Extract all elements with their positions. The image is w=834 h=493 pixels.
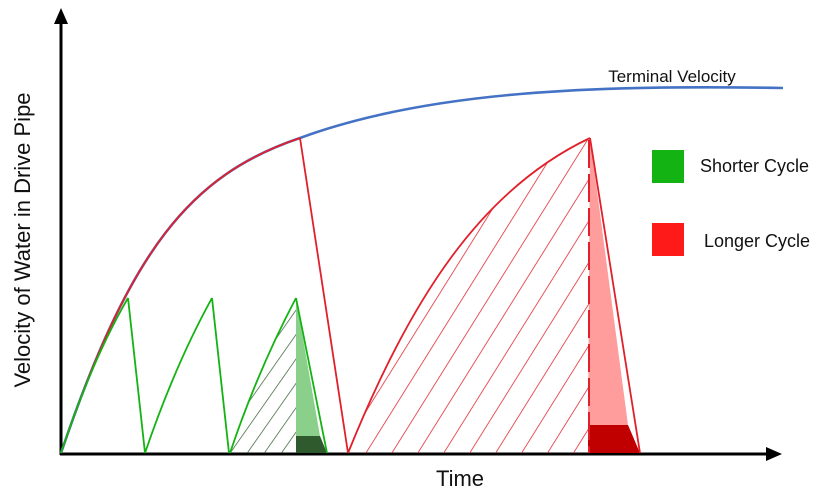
shorter-cycle-drop-3: [295, 297, 328, 454]
longer-cycle-dark-fill: [588, 425, 640, 453]
y-axis-arrowhead: [54, 8, 68, 24]
y-axis-label: Velocity of Water in Drive Pipe: [10, 92, 35, 387]
legend-swatch-longer-cycle: [652, 223, 684, 256]
longer-cycle-second-rise: [347, 137, 591, 454]
shorter-cycle-dark-fill: [296, 436, 327, 453]
shorter-cycle-rise-2: [144, 297, 213, 454]
legend-label-shorter-cycle: Shorter Cycle: [700, 156, 809, 176]
shorter-cycle-rise-3: [229, 297, 297, 454]
longer-cycle-first-drop: [299, 137, 349, 454]
longer-cycle-hatch: [348, 138, 590, 453]
x-axis-label: Time: [436, 466, 484, 491]
longer-cycle-light-fill: [588, 138, 628, 425]
shorter-cycle-drop-2: [211, 297, 230, 454]
legend-label-longer-cycle: Longer Cycle: [704, 231, 810, 251]
shorter-cycle-rise-1: [60, 297, 129, 454]
longer-cycle: [60, 137, 641, 454]
axes: [54, 8, 782, 461]
shorter-cycle-drop-1: [127, 297, 146, 454]
x-axis-arrowhead: [766, 447, 782, 461]
shorter-cycle: [60, 297, 328, 454]
terminal-velocity-label: Terminal Velocity: [608, 67, 736, 86]
longer-cycle-second-drop: [589, 137, 641, 454]
legend-swatch-shorter-cycle: [652, 150, 684, 183]
legend: Shorter Cycle Longer Cycle: [652, 150, 810, 256]
